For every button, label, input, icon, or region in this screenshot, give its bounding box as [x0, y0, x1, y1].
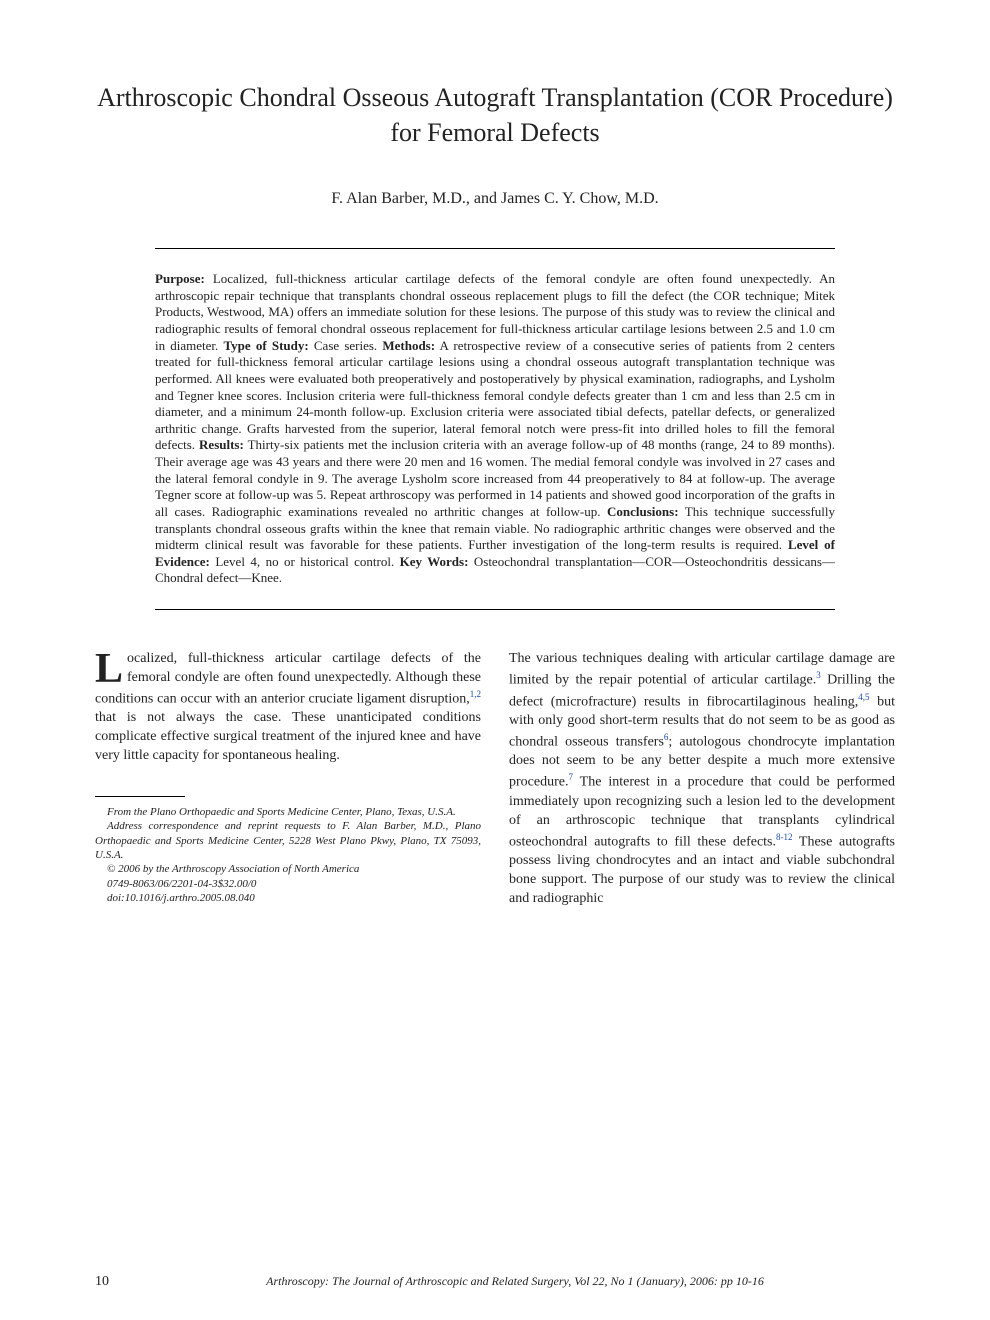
citation-4-5[interactable]: 4,5: [858, 692, 869, 702]
citation-1-2[interactable]: 1,2: [470, 689, 481, 699]
right-column: The various techniques dealing with arti…: [509, 650, 895, 909]
abstract-block: Purpose: Localized, full-thickness artic…: [155, 271, 835, 587]
methods-text: A retrospective review of a consecutive …: [155, 338, 835, 453]
top-rule: [155, 248, 835, 249]
purpose-label: Purpose:: [155, 271, 205, 286]
footnote-doi: doi:10.1016/j.arthro.2005.08.040: [95, 891, 481, 905]
methods-label: Methods:: [382, 338, 435, 353]
col1-text-a: ocalized, full-thickness articular carti…: [95, 651, 481, 706]
footnote-copyright: © 2006 by the Arthroscopy Association of…: [95, 862, 481, 876]
body-paragraph-1: Localized, full-thickness articular cart…: [95, 650, 481, 766]
footnote-affiliation: From the Plano Orthopaedic and Sports Me…: [95, 805, 481, 819]
citation-8-12[interactable]: 8-12: [776, 832, 793, 842]
page-footer: 10 Arthroscopy: The Journal of Arthrosco…: [95, 1274, 895, 1290]
loe-text: Level 4, no or historical control.: [210, 554, 400, 569]
footnote-issn: 0749-8063/06/2201-04-3$32.00/0: [95, 877, 481, 891]
authors-line: F. Alan Barber, M.D., and James C. Y. Ch…: [95, 190, 895, 208]
left-column: Localized, full-thickness articular cart…: [95, 650, 481, 909]
type-text: Case series.: [309, 338, 383, 353]
article-title: Arthroscopic Chondral Osseous Autograft …: [95, 80, 895, 150]
keywords-label: Key Words:: [400, 554, 469, 569]
footnote-rule: [95, 796, 185, 797]
type-label: Type of Study:: [223, 338, 308, 353]
dropcap: L: [95, 650, 127, 688]
body-paragraph-2: The various techniques dealing with arti…: [509, 650, 895, 909]
results-label: Results:: [199, 437, 244, 452]
body-columns: Localized, full-thickness articular cart…: [95, 650, 895, 909]
conclusions-label: Conclusions:: [607, 504, 679, 519]
footnotes-block: From the Plano Orthopaedic and Sports Me…: [95, 805, 481, 905]
bottom-rule: [155, 609, 835, 610]
col1-text-b: that is not always the case. These unant…: [95, 710, 481, 763]
page-number: 10: [95, 1274, 135, 1290]
journal-citation: Arthroscopy: The Journal of Arthroscopic…: [135, 1274, 895, 1289]
footnote-correspondence: Address correspondence and reprint reque…: [95, 819, 481, 862]
